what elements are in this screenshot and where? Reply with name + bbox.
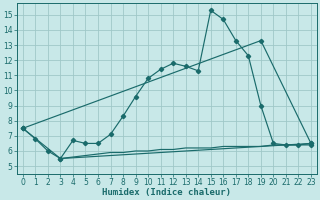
X-axis label: Humidex (Indice chaleur): Humidex (Indice chaleur) [102, 188, 231, 197]
